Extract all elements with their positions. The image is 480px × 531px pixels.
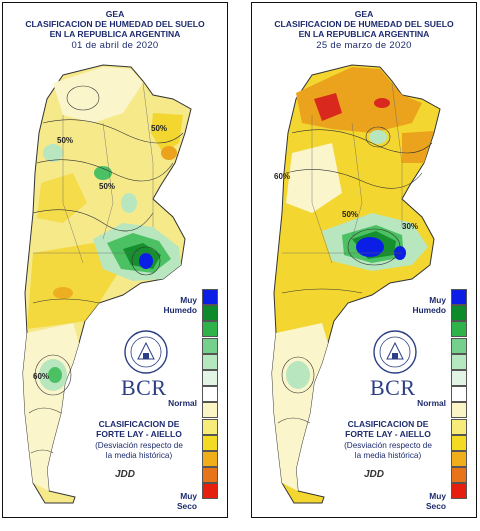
legend-dry-label: Muy Seco: [176, 491, 197, 511]
legend-swatch: [451, 386, 467, 403]
contour-label: 30%: [402, 222, 418, 231]
contour-label: 60%: [33, 372, 49, 381]
legend-swatch: [202, 305, 218, 322]
legend-swatch: [202, 289, 218, 305]
legend-swatch: [451, 402, 467, 419]
legend-swatch: [451, 353, 467, 370]
legend-swatch: [202, 451, 218, 467]
legend-normal-label: Normal: [417, 398, 446, 408]
bcr-brand: BCR: [121, 375, 167, 400]
legend-swatch: [451, 337, 467, 354]
legend-swatch: [202, 418, 218, 435]
legend-swatch: [202, 467, 218, 484]
map-panel-march: 60% 50% 30% GEA CLASIFICACION DE HUMEDAD…: [251, 2, 477, 518]
legend-swatch: [451, 418, 467, 435]
legend-swatch: [202, 386, 218, 403]
map-date: 25 de marzo de 2020: [316, 40, 412, 51]
author-signature: JDD: [115, 469, 136, 480]
map-header: GEA CLASIFICACION DE HUMEDAD DEL SUELO E…: [252, 9, 476, 51]
legend-swatch: [451, 321, 467, 338]
legend-swatch: [202, 337, 218, 354]
classification-note: CLASIFICACION DE FORTE LAY - AIELLO (Des…: [95, 419, 183, 460]
map-date: 01 de abril de 2020: [71, 40, 159, 51]
legend-swatch: [202, 353, 218, 370]
legend-normal-label: Normal: [168, 398, 197, 408]
legend-swatch: [451, 289, 467, 305]
map-header: GEA CLASIFICACION DE HUMEDAD DEL SUELO E…: [3, 9, 227, 51]
legend-swatch: [202, 402, 218, 419]
legend-swatch: [202, 434, 218, 451]
header-title: CLASIFICACION DE HUMEDAD DEL SUELO: [25, 19, 205, 29]
contour-label: 60%: [274, 172, 290, 181]
legend-dry-label: Muy Seco: [425, 491, 446, 511]
bcr-seal-icon: [124, 330, 168, 374]
legend-wet-label: Muy Humedo: [412, 295, 447, 315]
header-org: GEA: [105, 9, 125, 19]
legend-swatch: [202, 370, 218, 386]
author-signature: JDD: [364, 469, 385, 480]
header-title: CLASIFICACION DE HUMEDAD DEL SUELO: [274, 19, 454, 29]
argentina-soil-moisture-map-april: 50% 50% 50% 60%: [22, 64, 192, 504]
contour-label: 50%: [151, 124, 167, 133]
bcr-brand: BCR: [370, 375, 416, 400]
bcr-seal-icon: [373, 330, 417, 374]
argentina-soil-moisture-map-march: 60% 50% 30%: [271, 64, 441, 504]
legend-swatch: [451, 467, 467, 484]
legend-swatch: [202, 321, 218, 338]
legend-swatch: [202, 483, 218, 500]
legend-swatch: [451, 434, 467, 451]
legend-swatch: [451, 370, 467, 386]
legend-swatch: [451, 305, 467, 322]
contour-label: 50%: [99, 182, 115, 191]
header-org: GEA: [354, 9, 374, 19]
legend-wet-label: Muy Humedo: [163, 295, 198, 315]
legend-swatch: [451, 483, 467, 500]
legend-swatch: [451, 451, 467, 467]
contour-label: 50%: [342, 210, 358, 219]
contour-label: 50%: [57, 136, 73, 145]
map-panel-april: 50% 50% 50% 60% GEA CLASIFICACION DE HUM…: [2, 2, 228, 518]
classification-note: CLASIFICACION DE FORTE LAY - AIELLO (Des…: [344, 419, 432, 460]
header-subtitle: EN LA REPUBLICA ARGENTINA: [49, 29, 181, 39]
header-subtitle: EN LA REPUBLICA ARGENTINA: [298, 29, 430, 39]
